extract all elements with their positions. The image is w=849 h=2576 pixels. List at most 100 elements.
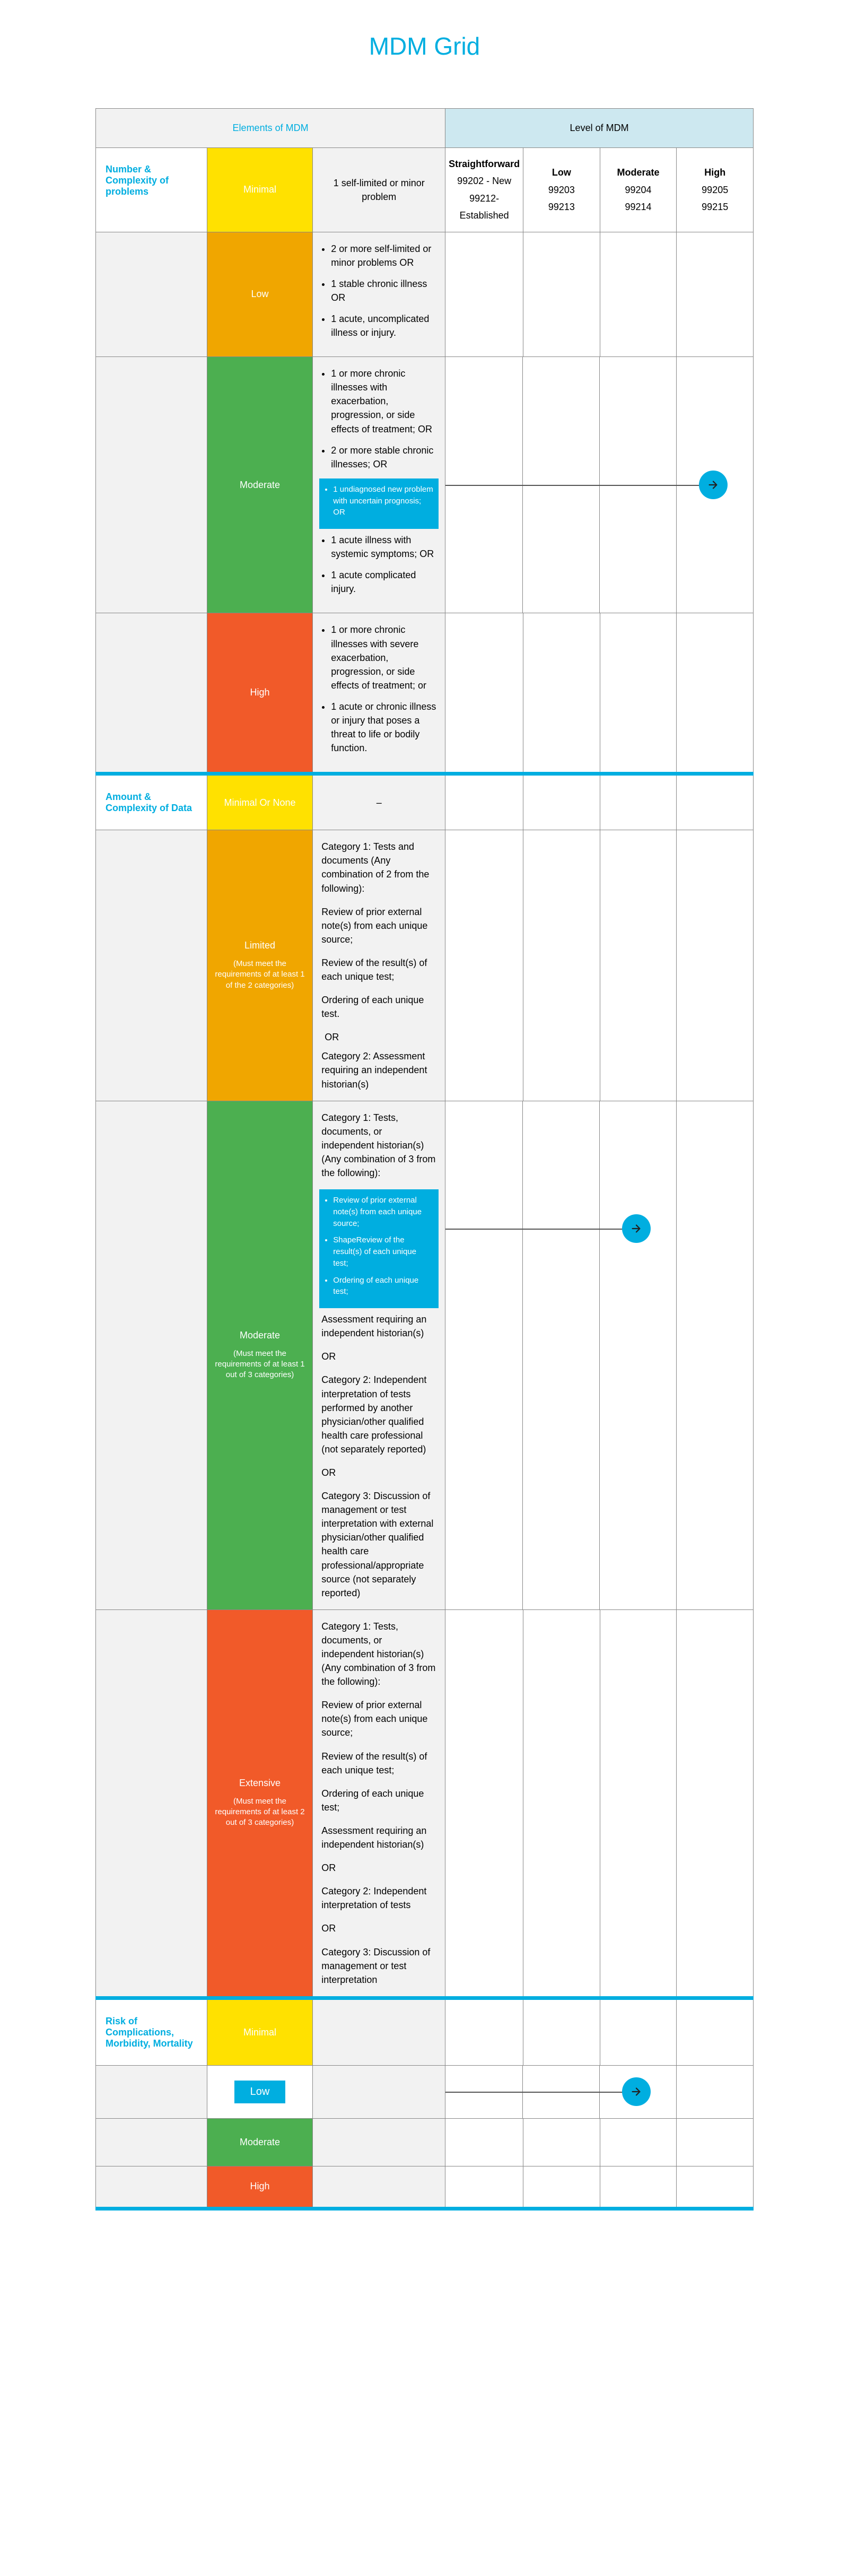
empty-cell [600, 774, 677, 830]
empty-cell [96, 830, 207, 1101]
empty-cell [677, 1609, 754, 1998]
s2-minimal-detail: – [313, 774, 445, 830]
s1-minimal-level: Minimal [207, 148, 313, 232]
empty-cell [445, 2166, 523, 2208]
s2-moderate-level: Moderate (Must meet the requirements of … [207, 1101, 313, 1609]
empty-cell [523, 2118, 600, 2166]
s3-moderate-level: Moderate [207, 2118, 313, 2166]
empty-cell [96, 2166, 207, 2208]
s2-limited-level: Limited (Must meet the requirements of a… [207, 830, 313, 1101]
s3-minimal-level: Minimal [207, 1998, 313, 2065]
empty-cell [96, 1101, 207, 1609]
s1-high-level: High [207, 613, 313, 774]
s1-category: Number & Complexity of problems [96, 148, 207, 232]
empty-cell [523, 613, 600, 774]
empty-cell [600, 1609, 677, 1998]
empty-cell [523, 830, 600, 1101]
s2-category: Amount & Complexity of Data [96, 774, 207, 830]
mdm-grid-table: Elements of MDM Level of MDM Number & Co… [95, 108, 754, 2211]
empty-cell [677, 2166, 754, 2208]
empty-cell [677, 2118, 754, 2166]
highlight-box: 1 undiagnosed new problem with uncertain… [319, 478, 439, 529]
empty-cell [677, 613, 754, 774]
empty-cell [96, 613, 207, 774]
empty-cell [96, 1609, 207, 1998]
s3-low-level: Low [207, 2065, 313, 2118]
page-title: MDM Grid [95, 32, 754, 60]
s1-row-high: High 1 or more chronic illnesses with se… [96, 613, 754, 774]
mdm-col-2: Moderate9920499214 [600, 148, 677, 232]
s2-extensive-detail: Category 1: Tests, documents, or indepen… [313, 1609, 445, 1998]
empty-cell [600, 613, 677, 774]
empty-cell [523, 1998, 600, 2065]
s2-row-limited: Limited (Must meet the requirements of a… [96, 830, 754, 1101]
empty-cell [523, 774, 600, 830]
empty-cell [600, 1998, 677, 2065]
empty-cell [445, 613, 523, 774]
s3-row-moderate: Moderate [96, 2118, 754, 2166]
low-pill: Low [234, 2081, 286, 2103]
empty-cell [96, 232, 207, 357]
s3-row-high: High [96, 2166, 754, 2208]
empty-cell [313, 2065, 445, 2118]
empty-cell [523, 2166, 600, 2208]
s1-moderate-level: Moderate [207, 357, 313, 613]
mdm-col-3: High9920599215 [677, 148, 754, 232]
s2-limited-detail: Category 1: Tests and documents (Any com… [313, 830, 445, 1101]
header-elements: Elements of MDM [96, 109, 445, 148]
s1-minimal-detail: 1 self-limited or minor problem [313, 148, 445, 232]
empty-cell [313, 2166, 445, 2208]
s1-low-level: Low [207, 232, 313, 357]
empty-cell [96, 357, 207, 613]
arrow-icon [622, 2077, 651, 2106]
empty-cell [445, 1609, 523, 1998]
header-row: Elements of MDM Level of MDM [96, 109, 754, 148]
s2-minimal-level: Minimal Or None [207, 774, 313, 830]
s3-category: Risk of Complications, Morbidity, Mortal… [96, 1998, 207, 2065]
empty-cell [96, 2065, 207, 2118]
empty-cell [445, 774, 523, 830]
empty-cell [600, 2166, 677, 2208]
arrow-icon [699, 471, 728, 499]
empty-cell [677, 830, 754, 1101]
empty-cell [523, 1609, 600, 1998]
mdm-col-0: Straightforward99202 - New99212-Establis… [445, 148, 523, 232]
s1-row-low: Low 2 or more self-limited or minor prob… [96, 232, 754, 357]
s1-moderate-detail: 1 or more chronic illnesses with exacerb… [313, 357, 445, 613]
s2-row-extensive: Extensive (Must meet the requirements of… [96, 1609, 754, 1998]
empty-cell [600, 2118, 677, 2166]
s3-row-minimal: Risk of Complications, Morbidity, Mortal… [96, 1998, 754, 2065]
arrow-icon [622, 1214, 651, 1243]
empty-cell [600, 232, 677, 357]
empty-cell [445, 2118, 523, 2166]
empty-cell [677, 1998, 754, 2065]
s2-moderate-detail: Category 1: Tests, documents, or indepen… [313, 1101, 445, 1609]
s2-extensive-level: Extensive (Must meet the requirements of… [207, 1609, 313, 1998]
s3-row-low: Low [96, 2065, 754, 2118]
empty-cell [523, 232, 600, 357]
empty-cell [313, 2118, 445, 2166]
s2-row-minimal: Amount & Complexity of Data Minimal Or N… [96, 774, 754, 830]
arrow-line [445, 2092, 636, 2093]
empty-cell [600, 830, 677, 1101]
empty-cell [445, 1998, 523, 2065]
arrow-line [445, 485, 713, 486]
empty-cell [677, 232, 754, 357]
s2-row-moderate: Moderate (Must meet the requirements of … [96, 1101, 754, 1609]
s3-high-level: High [207, 2166, 313, 2208]
arrow-cell [445, 357, 754, 613]
mdm-col-1: Low9920399213 [523, 148, 600, 232]
s1-high-detail: 1 or more chronic illnesses with severe … [313, 613, 445, 774]
empty-cell [445, 830, 523, 1101]
mdm-grid-container: MDM Grid Elements of MDM Level of MDM Nu… [0, 0, 849, 2232]
empty-cell [96, 2118, 207, 2166]
header-level: Level of MDM [445, 109, 754, 148]
s1-row-minimal: Number & Complexity of problems Minimal … [96, 148, 754, 232]
arrow-line [445, 1229, 636, 1230]
highlight-box: Review of prior external note(s) from ea… [319, 1189, 439, 1308]
empty-cell [313, 1998, 445, 2065]
arrow-cell [445, 2065, 754, 2118]
empty-cell [677, 774, 754, 830]
arrow-cell [445, 1101, 754, 1609]
empty-cell [445, 232, 523, 357]
